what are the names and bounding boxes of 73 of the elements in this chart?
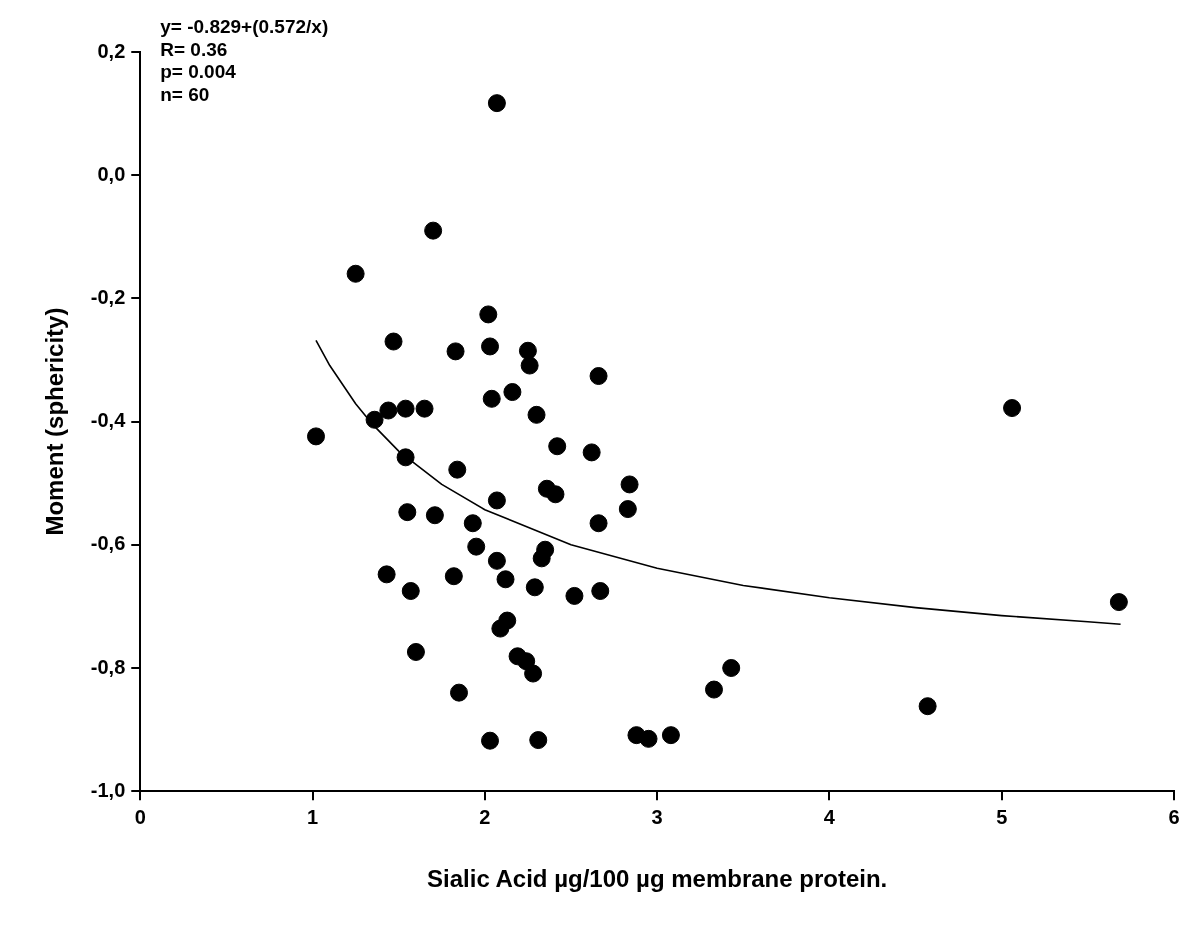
point	[481, 731, 500, 750]
point	[450, 683, 468, 702]
point	[546, 485, 565, 504]
y-tick-label: -0,6	[90, 532, 126, 555]
x-tick-label: 2	[479, 805, 491, 828]
x-tick-label: 4	[823, 805, 836, 828]
text: y= -0.829+(0.572/x)	[160, 16, 329, 38]
point	[518, 341, 537, 360]
annotation: n= 60	[160, 83, 210, 105]
y-tick-label: -0,4	[90, 409, 127, 432]
point	[529, 731, 548, 750]
point	[639, 729, 658, 748]
point	[444, 567, 463, 586]
point	[346, 264, 365, 283]
point	[482, 389, 501, 408]
point	[487, 551, 506, 570]
point	[548, 437, 567, 456]
point	[1003, 399, 1022, 418]
point	[379, 401, 398, 420]
point	[503, 383, 522, 402]
point	[722, 659, 741, 677]
point	[527, 405, 546, 424]
y-tick-label: 0,2	[97, 39, 126, 62]
point	[365, 410, 384, 429]
x-tick-label: 6	[1168, 805, 1180, 828]
point	[532, 549, 551, 568]
annotation: p= 0.004	[160, 61, 237, 83]
point	[446, 342, 465, 361]
point	[1109, 593, 1128, 612]
x-tick-label: 0	[134, 805, 146, 828]
point	[591, 582, 610, 600]
point	[525, 578, 544, 597]
point	[467, 537, 486, 556]
point	[618, 500, 637, 519]
point	[448, 460, 467, 479]
point	[487, 94, 506, 113]
y-axis-title: Moment (sphericity)	[41, 307, 69, 536]
point	[524, 664, 543, 683]
annotation: R= 0.36	[160, 38, 228, 60]
point	[589, 514, 608, 533]
point	[520, 356, 539, 375]
point	[463, 514, 482, 533]
point	[479, 305, 498, 324]
point	[384, 332, 403, 351]
point	[582, 443, 601, 462]
y-tick-label: -0,8	[90, 655, 126, 678]
point	[496, 570, 515, 589]
point	[491, 619, 510, 638]
point	[377, 565, 396, 584]
point	[398, 503, 417, 522]
point	[425, 506, 444, 525]
point	[415, 399, 434, 418]
y-tick-label: -1,0	[90, 778, 126, 801]
point	[918, 697, 937, 716]
point	[565, 586, 584, 605]
point	[307, 427, 325, 446]
point	[424, 221, 443, 240]
x-tick-label: 1	[306, 805, 319, 828]
point	[620, 475, 639, 494]
y-tick-label: 0,0	[97, 162, 126, 185]
point	[481, 337, 500, 356]
point	[401, 582, 420, 600]
point	[406, 642, 425, 661]
x-axis-title: Sialic Acid µg/100 µg membrane protein.	[427, 865, 888, 893]
point	[589, 367, 608, 386]
x-tick-label: 5	[996, 805, 1008, 828]
point	[396, 399, 415, 418]
point	[396, 448, 415, 467]
point	[704, 680, 723, 699]
y-tick-label: -0,2	[90, 285, 126, 308]
point	[487, 491, 506, 510]
x-tick-label: 3	[651, 805, 663, 828]
point	[661, 726, 680, 745]
